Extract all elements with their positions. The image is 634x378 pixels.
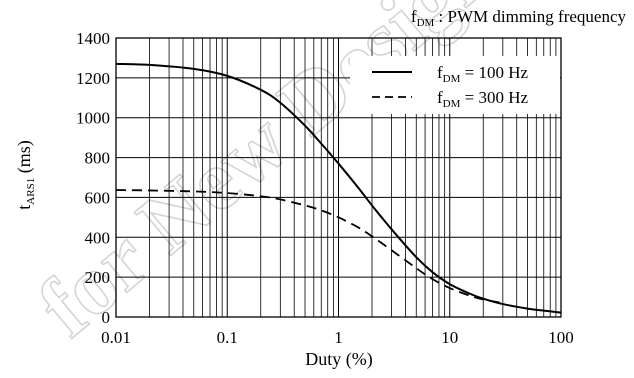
y-tick-label: 1400	[76, 29, 110, 48]
x-tick-label: 0.1	[217, 328, 238, 347]
plot-frame	[115, 37, 562, 318]
y-tick-label: 600	[85, 188, 111, 207]
series-layer	[115, 62, 562, 314]
x-tick-label: 10	[441, 328, 458, 347]
x-tick-label: 100	[548, 328, 574, 347]
x-tick-label: 1	[334, 328, 343, 347]
series-line-300hz	[115, 189, 503, 304]
y-tick-label: 0	[102, 308, 111, 327]
y-axis-title: tARS1 (ms)	[14, 140, 37, 209]
legend-label-300hz: fDM = 300 Hz	[437, 88, 529, 110]
chart-title: fDM : PWM dimming frequency	[411, 7, 627, 29]
legend-box	[350, 56, 560, 114]
legend: fDM = 100 Hz fDM = 300 Hz	[372, 63, 529, 110]
x-tick-label: 0.01	[101, 328, 131, 347]
legend-label-100hz: fDM = 100 Hz	[437, 63, 529, 85]
y-tick-label: 1000	[76, 109, 110, 128]
y-tick-label: 800	[85, 149, 111, 168]
y-tick-label: 1200	[76, 69, 110, 88]
y-tick-label: 200	[85, 268, 111, 287]
y-tick-labels: 0 200 400 600 800 1000 1200 1400	[76, 29, 110, 327]
y-tick-label: 400	[85, 228, 111, 247]
grid-minor	[149, 38, 557, 317]
x-axis-title: Duty (%)	[305, 349, 372, 370]
x-tick-labels: 0.01 0.1 1 10 100	[101, 328, 574, 347]
